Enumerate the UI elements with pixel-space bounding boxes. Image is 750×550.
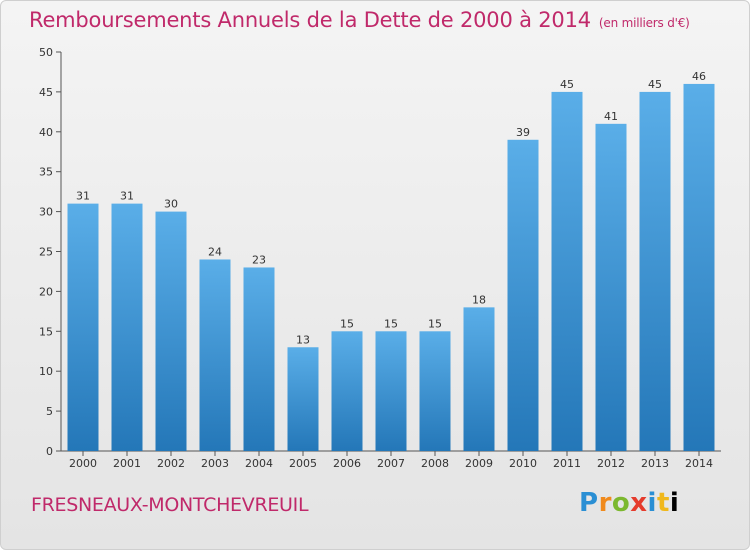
chart-unit: (en milliers d'€) <box>598 16 690 30</box>
y-tick-label: 20 <box>39 285 53 298</box>
data-label: 24 <box>208 245 222 258</box>
data-label: 31 <box>76 190 90 203</box>
bar <box>683 83 715 452</box>
proxiti-logo: Proxiti <box>579 488 680 518</box>
data-label: 15 <box>384 317 398 330</box>
y-tick-label: 15 <box>39 325 53 338</box>
x-tick-label: 2005 <box>289 457 317 470</box>
data-label: 30 <box>164 198 178 211</box>
data-label: 45 <box>648 78 662 91</box>
commune-name: FRESNEAUX-MONTCHEVREUIL <box>31 494 309 516</box>
x-tick-label: 2009 <box>465 457 493 470</box>
bar <box>595 123 627 451</box>
bar <box>375 331 407 451</box>
data-label: 45 <box>560 78 574 91</box>
bar <box>507 139 539 451</box>
chart-title: Remboursements Annuels de la Dette de 20… <box>29 8 690 32</box>
data-label: 15 <box>340 317 354 330</box>
x-tick-label: 2011 <box>553 457 581 470</box>
x-tick-label: 2013 <box>641 457 669 470</box>
bar <box>331 331 363 451</box>
y-tick-label: 0 <box>46 445 53 458</box>
bar <box>111 203 143 451</box>
bar <box>551 91 583 452</box>
x-tick-label: 2006 <box>333 457 361 470</box>
x-tick-label: 2000 <box>69 457 97 470</box>
x-tick-label: 2010 <box>509 457 537 470</box>
data-label: 23 <box>252 253 266 266</box>
data-label: 15 <box>428 317 442 330</box>
x-tick-label: 2001 <box>113 457 141 470</box>
bar <box>463 307 495 451</box>
data-label: 31 <box>120 190 134 203</box>
bar <box>155 211 187 451</box>
y-tick-label: 30 <box>39 206 53 219</box>
x-tick-label: 2002 <box>157 457 185 470</box>
y-tick-label: 50 <box>39 46 53 59</box>
bar <box>243 267 275 451</box>
data-label: 41 <box>604 110 618 123</box>
bar <box>639 91 671 452</box>
bar <box>67 203 99 451</box>
bar <box>199 259 231 451</box>
bar <box>419 331 451 451</box>
x-tick-label: 2012 <box>597 457 625 470</box>
data-label: 46 <box>692 70 706 83</box>
x-tick-label: 2003 <box>201 457 229 470</box>
y-tick-label: 5 <box>46 405 53 418</box>
x-tick-label: 2007 <box>377 457 405 470</box>
x-tick-label: 2004 <box>245 457 273 470</box>
bar <box>287 347 319 451</box>
y-tick-label: 25 <box>39 246 53 259</box>
y-tick-label: 10 <box>39 365 53 378</box>
data-label: 18 <box>472 293 486 306</box>
x-tick-label: 2008 <box>421 457 449 470</box>
y-tick-label: 35 <box>39 166 53 179</box>
y-tick-label: 40 <box>39 126 53 139</box>
data-label: 13 <box>296 333 310 346</box>
y-tick-label: 45 <box>39 86 53 99</box>
x-tick-label: 2014 <box>685 457 713 470</box>
chart-title-text: Remboursements Annuels de la Dette de 20… <box>29 8 591 32</box>
data-label: 39 <box>516 126 530 139</box>
